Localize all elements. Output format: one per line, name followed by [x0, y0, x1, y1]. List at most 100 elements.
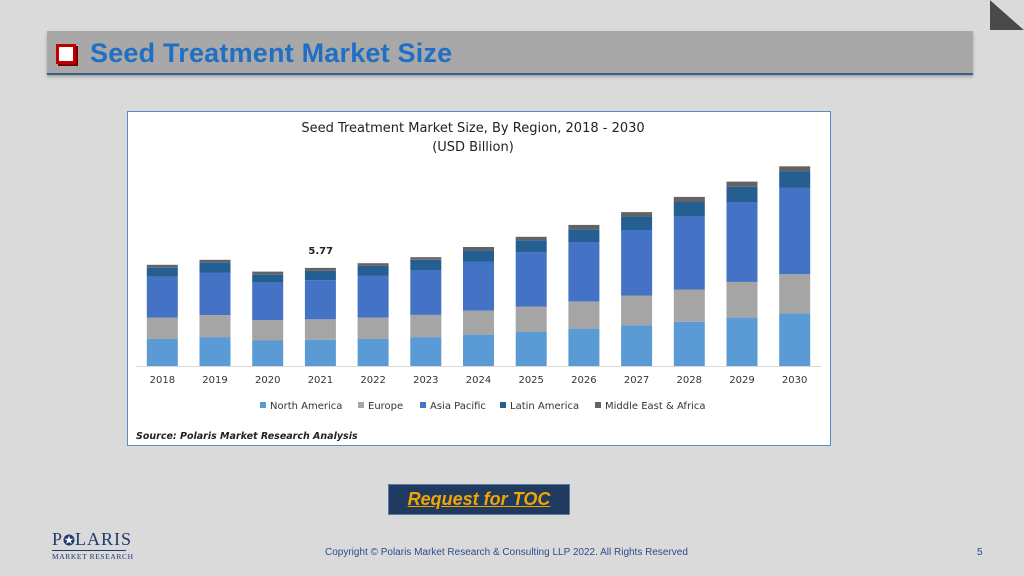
chart-panel: Seed Treatment Market Size, By Region, 2…: [127, 111, 831, 446]
bar-2028-europe: [673, 289, 705, 322]
x-tick-2022: 2022: [360, 375, 385, 386]
bar-2030-asia-pacific: [779, 187, 811, 275]
bar-2020-asia-pacific: [252, 282, 284, 321]
legend-swatch-asia-pacific: [420, 402, 426, 408]
bar-2027-middle-east-africa: [621, 212, 653, 217]
bar-2020-middle-east-africa: [252, 271, 284, 275]
chart-subtitle: (USD Billion): [432, 140, 514, 155]
legend-label-latin-america: Latin America: [510, 401, 579, 412]
bar-2019-middle-east-africa: [199, 259, 231, 263]
legend-label-middle-east-africa: Middle East & Africa: [605, 401, 705, 412]
title-bar: Seed Treatment Market Size: [47, 31, 973, 75]
x-axis-ticks: 2018 2019 2020 2021 2022 2023 2024 2025 2026 2027…: [136, 366, 821, 386]
bar-2018-asia-pacific: [146, 276, 178, 318]
bar-2021-latin-america: [304, 270, 336, 281]
page-number: 5: [977, 547, 983, 558]
x-tick-2026: 2026: [571, 375, 596, 386]
request-toc-button[interactable]: Request for TOC: [388, 484, 570, 515]
bar-2023-north-america: [410, 337, 442, 366]
star-icon: [63, 534, 75, 546]
bar-2028-asia-pacific: [673, 216, 705, 290]
bar-2018-europe: [146, 317, 178, 339]
bar-2024-middle-east-africa: [463, 247, 494, 251]
bar-2029-latin-america: [726, 186, 758, 202]
bar-2030-north-america: [779, 313, 811, 366]
bar-2030-latin-america: [779, 171, 811, 188]
x-tick-2019: 2019: [202, 375, 227, 386]
bar-2021-europe: [304, 319, 336, 340]
bar-2029-north-america: [726, 317, 758, 367]
bar-2023-asia-pacific: [410, 269, 442, 315]
copyright-text: Copyright © Polaris Market Research & Co…: [325, 547, 688, 558]
bar-2024-north-america: [463, 334, 494, 367]
x-tick-2025: 2025: [518, 375, 543, 386]
legend-label-north-america: North America: [270, 401, 342, 412]
bar-2025-europe: [515, 306, 547, 332]
bar-2021-north-america: [304, 339, 336, 367]
bar-2024-europe: [463, 310, 494, 335]
x-tick-2028: 2028: [677, 375, 702, 386]
bar-2025-north-america: [515, 332, 547, 366]
bar-2030-middle-east-africa: [779, 166, 811, 172]
data-label-2021: 5.77: [308, 246, 333, 257]
bar-2021-middle-east-africa: [304, 267, 336, 271]
bar-2018-latin-america: [146, 267, 178, 277]
legend-swatch-middle-east-africa: [595, 402, 601, 408]
bar-2026-europe: [568, 301, 600, 329]
bars-layer: 5.77: [146, 166, 811, 367]
bar-2019-europe: [199, 315, 231, 338]
bar-2025-latin-america: [515, 240, 547, 253]
chart-legend: North America Europe Asia Pacific Latin Ame…: [260, 401, 705, 412]
bar-2025-middle-east-africa: [515, 236, 547, 241]
bar-2030-europe: [779, 274, 811, 314]
bar-2028-middle-east-africa: [673, 196, 705, 202]
bar-2029-asia-pacific: [726, 202, 758, 282]
bar-2023-europe: [410, 315, 442, 338]
bar-2019-latin-america: [199, 262, 231, 273]
bar-2022-asia-pacific: [357, 275, 389, 318]
corner-fold-icon: [990, 0, 1024, 30]
legend-swatch-north-america: [260, 402, 266, 408]
bar-2019-asia-pacific: [199, 272, 231, 315]
x-tick-2020: 2020: [255, 375, 280, 386]
bar-2026-north-america: [568, 328, 600, 366]
bar-2027-europe: [621, 295, 653, 326]
bar-2029-europe: [726, 281, 758, 318]
polaris-logo: P LARIS MARKET RESEARCH: [52, 530, 133, 562]
logo-rest: LARIS: [75, 529, 133, 549]
bar-2025-asia-pacific: [515, 252, 547, 307]
bar-2018-north-america: [146, 338, 178, 366]
chart-title: Seed Treatment Market Size, By Region, 2…: [301, 121, 644, 136]
bar-2022-middle-east-africa: [357, 263, 389, 266]
stacked-bar-chart: Seed Treatment Market Size, By Region, 2…: [136, 121, 821, 442]
bar-2027-asia-pacific: [621, 230, 653, 296]
checkbox-bullet-icon: [56, 44, 76, 64]
bar-2024-latin-america: [463, 250, 494, 262]
bar-2020-europe: [252, 320, 284, 341]
bar-2027-north-america: [621, 325, 653, 366]
x-tick-2023: 2023: [413, 375, 438, 386]
bar-2026-asia-pacific: [568, 241, 600, 302]
bar-2022-europe: [357, 317, 389, 339]
logo-main-text: P LARIS: [52, 530, 132, 548]
x-tick-2030: 2030: [782, 375, 807, 386]
bar-2024-asia-pacific: [463, 261, 494, 311]
legend-label-asia-pacific: Asia Pacific: [430, 401, 486, 412]
x-tick-2027: 2027: [624, 375, 649, 386]
bar-2028-north-america: [673, 321, 705, 366]
bar-2028-latin-america: [673, 202, 705, 217]
bar-2026-middle-east-africa: [568, 224, 600, 230]
x-tick-2029: 2029: [729, 375, 754, 386]
page-title: Seed Treatment Market Size: [90, 38, 453, 68]
chart-source: Source: Polaris Market Research Analysis: [136, 431, 358, 442]
legend-swatch-latin-america: [500, 402, 506, 408]
bar-2022-north-america: [357, 338, 389, 366]
x-tick-2018: 2018: [150, 375, 175, 386]
bar-2026-latin-america: [568, 229, 600, 242]
bar-2020-latin-america: [252, 274, 284, 283]
x-tick-2021: 2021: [308, 375, 333, 386]
logo-p: P: [52, 529, 64, 549]
bar-2022-latin-america: [357, 265, 389, 276]
bar-2027-latin-america: [621, 216, 653, 230]
bar-2020-north-america: [252, 340, 284, 366]
